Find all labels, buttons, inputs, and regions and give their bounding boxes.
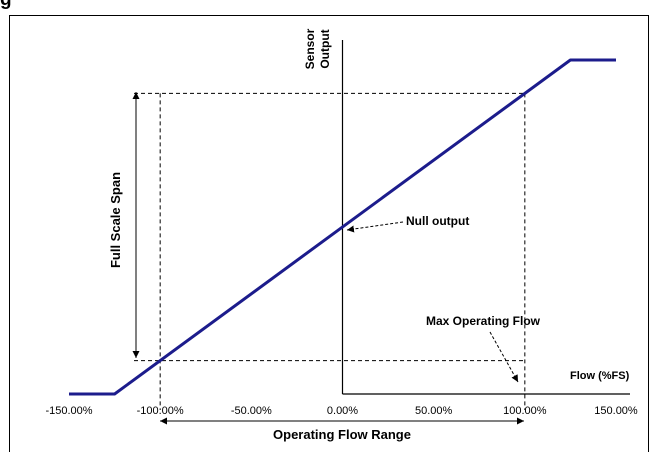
x-axis-label: Flow (%FS) [570, 370, 630, 382]
x-tick-label: 100.00% [503, 405, 547, 417]
y-axis-label-sensor: Sensor [303, 28, 317, 69]
x-tick-label: 50.00% [415, 405, 453, 417]
x-tick-label: -150.00% [45, 405, 92, 417]
y-axis-label-output: Output [318, 29, 332, 68]
x-tick-label: 0.00% [327, 405, 358, 417]
null-output-label: Null output [406, 214, 469, 228]
x-tick-label: 150.00% [594, 405, 638, 417]
operating-flow-range-label: Operating Flow Range [273, 427, 411, 442]
x-tick-label: -50.00% [231, 405, 272, 417]
sensor-output-line [69, 58, 616, 396]
chart-frame [9, 15, 649, 452]
x-tick-label: -100.00% [137, 405, 184, 417]
full-scale-span-label: Full Scale Span [108, 172, 123, 268]
max-operating-flow-arrow [489, 331, 519, 383]
chart-title-fragment: g [0, 0, 12, 11]
x-tick-labels: -150.00% -100.00% -50.00% 0.00% 50.00% 100.00… [45, 405, 637, 417]
max-operating-flow-label: Max Operating Flow [426, 314, 541, 328]
null-output-arrow [346, 221, 404, 233]
